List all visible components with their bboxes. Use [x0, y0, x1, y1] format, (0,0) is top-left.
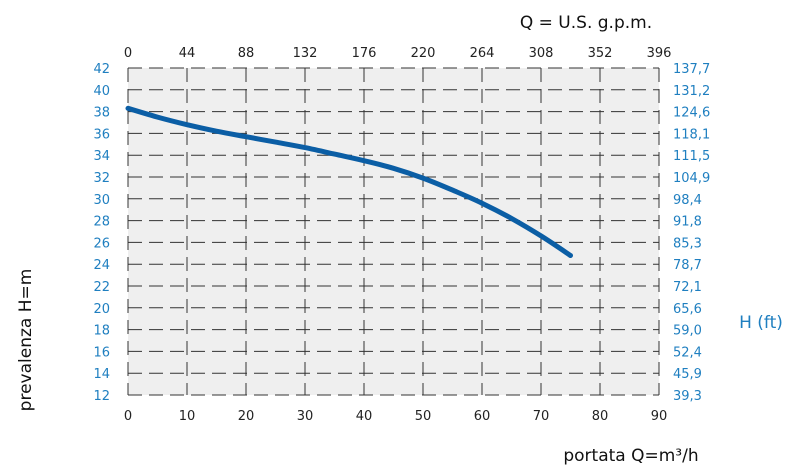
- x-bottom-tick-label: 20: [238, 409, 255, 424]
- y-left-tick-label: 24: [93, 258, 110, 273]
- x-bottom-tick-label: 80: [592, 409, 609, 424]
- y-left-tick-label: 12: [93, 389, 110, 404]
- y-left-tick-label: 34: [93, 149, 110, 164]
- y-left-tick-label: 30: [93, 193, 110, 208]
- right-axis-title: H (ft): [739, 313, 783, 333]
- y-right-tick-label: 111,5: [673, 149, 710, 164]
- y-right-tick-label: 78,7: [673, 258, 702, 273]
- y-right-tick-label: 98,4: [673, 193, 702, 208]
- bottom-axis-title: portata Q=m³/h: [563, 446, 698, 466]
- x-top-tick-label: 88: [238, 46, 255, 61]
- left-axis-title: prevalenza H=m: [16, 269, 36, 412]
- y-right-tick-label: 59,0: [673, 324, 702, 339]
- y-right-tick-label: 131,2: [673, 84, 710, 99]
- y-left-tick-label: 14: [93, 367, 110, 382]
- y-right-tick-label: 137,7: [673, 62, 710, 77]
- y-right-tick-label: 72,1: [673, 280, 702, 295]
- y-left-tick-label: 20: [93, 302, 110, 317]
- y-right-tick-label: 85,3: [673, 236, 702, 251]
- y-left-tick-label: 28: [93, 215, 110, 230]
- y-right-tick-label: 104,9: [673, 171, 710, 186]
- y-right-tick-label: 39,3: [673, 389, 702, 404]
- pump-curve-line: [125, 105, 573, 258]
- x-top-tick-label: 308: [529, 46, 554, 61]
- x-bottom-tick-label: 60: [474, 409, 491, 424]
- x-top-tick-label: 44: [179, 46, 196, 61]
- y-right-tick-label: 45,9: [673, 367, 702, 382]
- x-top-tick-label: 220: [411, 46, 436, 61]
- x-top-tick-label: 396: [647, 46, 672, 61]
- x-top-tick-label: 264: [470, 46, 495, 61]
- x-top-tick-label: 0: [124, 46, 132, 61]
- x-top-tick-label: 176: [352, 46, 377, 61]
- series-layer: [125, 105, 573, 258]
- y-left-tick-label: 36: [93, 127, 110, 142]
- y-right-tick-label: 124,6: [673, 106, 710, 121]
- y-right-tick-label: 118,1: [673, 127, 710, 142]
- y-left-tick-label: 18: [93, 324, 110, 339]
- tick-labels: 0 0 10 44 20 88 30 132 40 176 50 220 60 264 70 308 80 352…: [93, 46, 710, 424]
- x-bottom-tick-label: 0: [124, 409, 132, 424]
- y-left-tick-label: 26: [93, 236, 110, 251]
- y-left-tick-label: 22: [93, 280, 110, 295]
- y-left-tick-label: 32: [93, 171, 110, 186]
- y-right-tick-label: 65,6: [673, 302, 702, 317]
- y-right-tick-label: 52,4: [673, 345, 702, 360]
- x-top-tick-label: 352: [588, 46, 613, 61]
- y-left-tick-label: 38: [93, 106, 110, 121]
- y-left-tick-label: 16: [93, 345, 110, 360]
- top-axis-title: Q = U.S. g.p.m.: [520, 13, 652, 33]
- y-right-tick-label: 91,8: [673, 215, 702, 230]
- x-bottom-tick-label: 30: [297, 409, 314, 424]
- x-bottom-tick-label: 90: [651, 409, 668, 424]
- y-left-tick-label: 40: [93, 84, 110, 99]
- x-bottom-tick-label: 40: [356, 409, 373, 424]
- gridlines: [127, 67, 660, 396]
- x-bottom-tick-label: 10: [179, 409, 196, 424]
- plot-area: [128, 68, 659, 395]
- x-top-tick-label: 132: [293, 46, 318, 61]
- y-left-tick-label: 42: [93, 62, 110, 77]
- x-bottom-tick-label: 50: [415, 409, 432, 424]
- x-bottom-tick-label: 70: [533, 409, 550, 424]
